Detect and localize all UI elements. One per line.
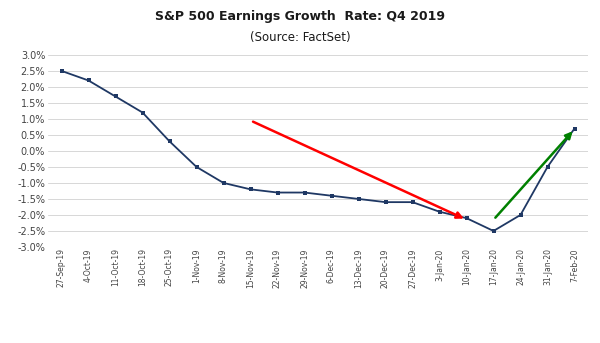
Text: S&P 500 Earnings Growth  Rate: Q4 2019: S&P 500 Earnings Growth Rate: Q4 2019 xyxy=(155,10,445,23)
Text: (Source: FactSet): (Source: FactSet) xyxy=(250,31,350,44)
